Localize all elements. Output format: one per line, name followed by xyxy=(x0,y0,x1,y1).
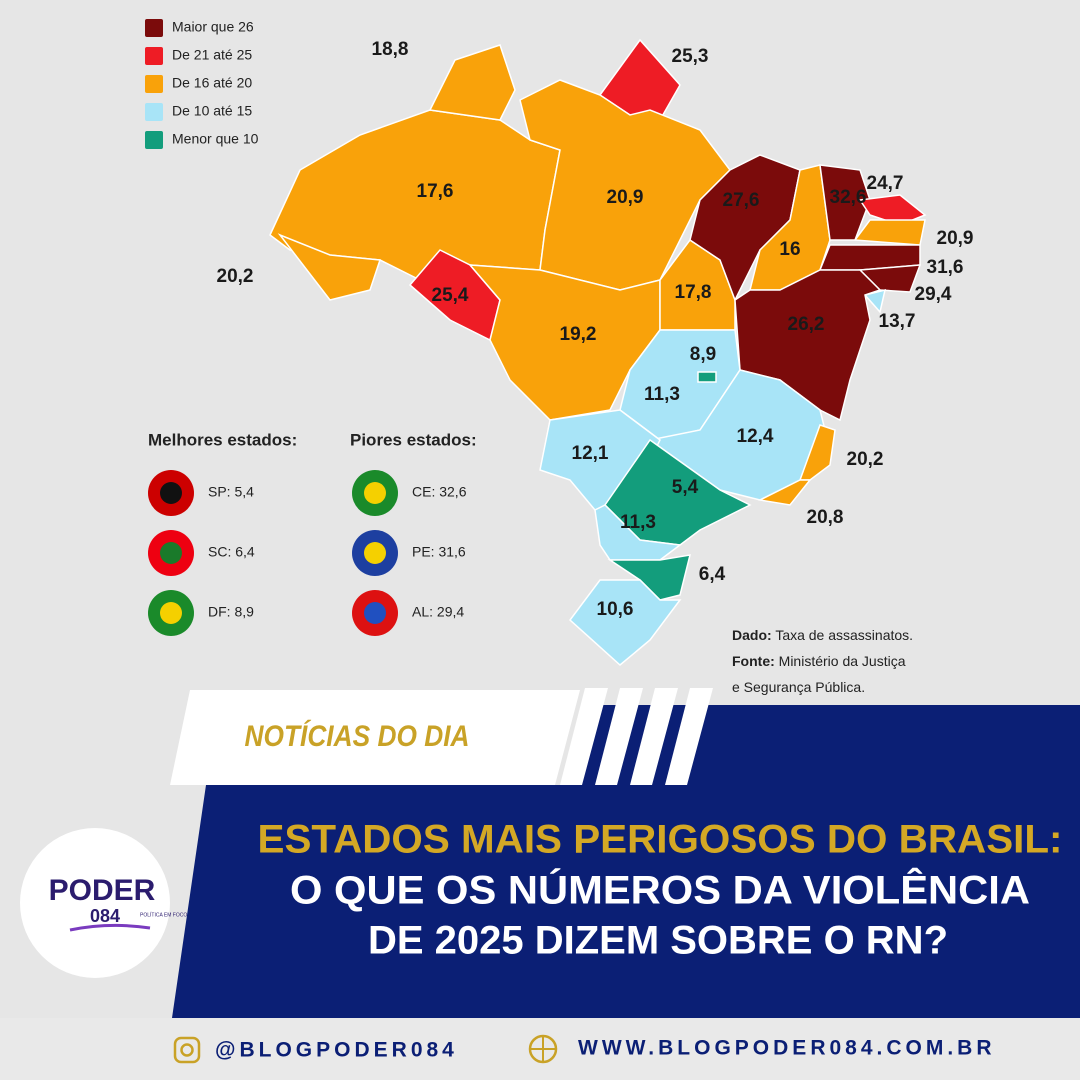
state-value: 13,7 xyxy=(879,311,916,332)
source-text: Taxa de assassinatos. xyxy=(775,627,913,643)
state-value: 12,1 xyxy=(572,443,609,464)
state-value: 16 xyxy=(779,239,800,260)
state-value: 5,4 xyxy=(672,477,699,498)
instagram-handle[interactable]: @BLOGPODER084 xyxy=(215,1039,458,1062)
flag xyxy=(364,602,386,624)
worst-title: Piores estados: xyxy=(350,430,477,449)
logo-tagline: POLÍTICA EM FOCO xyxy=(140,911,187,918)
legend-label: De 16 até 20 xyxy=(172,75,252,91)
logo-swoosh xyxy=(69,923,151,932)
state-value: 20,2 xyxy=(217,266,254,287)
state-value: 29,4 xyxy=(915,284,952,305)
source-line: Dado: Taxa de assassinatos. xyxy=(732,627,913,643)
source-line: e Segurança Pública. xyxy=(732,679,865,695)
best-item: DF: 8,9 xyxy=(208,604,254,620)
instagram-icon xyxy=(180,1043,194,1057)
state xyxy=(594,504,682,561)
stripe xyxy=(560,688,608,785)
source-text: e Segurança Pública. xyxy=(732,679,865,695)
state xyxy=(863,288,887,314)
state-value: 32,6 xyxy=(830,187,867,208)
state-value: 17,6 xyxy=(417,181,454,202)
stripe xyxy=(630,688,678,785)
worst-item: PE: 31,6 xyxy=(412,544,466,560)
brazil-map xyxy=(269,38,927,666)
flag xyxy=(160,542,182,564)
flag xyxy=(364,542,386,564)
globe-icon xyxy=(530,1036,556,1062)
state-value: 11,3 xyxy=(620,512,656,533)
stripe xyxy=(665,688,713,785)
state xyxy=(798,424,836,481)
flag xyxy=(160,482,182,504)
state-value: 26,2 xyxy=(788,314,825,335)
state-value: 17,8 xyxy=(675,282,712,303)
flag xyxy=(364,482,386,504)
state-value: 24,7 xyxy=(867,173,904,194)
logo-circle xyxy=(20,828,170,978)
state-value: 6,4 xyxy=(699,564,726,585)
state-value: 12,4 xyxy=(737,426,774,447)
state xyxy=(757,479,812,506)
logo-name: PODER xyxy=(49,874,156,907)
state-value: 18,8 xyxy=(372,39,409,60)
overlay: Maior que 26 De 21 até 25 De 16 até 20 De 1… xyxy=(145,19,973,695)
headline: DE 2025 DIZEM SOBRE O RN? xyxy=(368,919,948,963)
instagram-icon xyxy=(173,1036,201,1064)
headline: ESTADOS MAIS PERIGOSOS DO BRASIL: xyxy=(258,818,1063,862)
state xyxy=(277,233,382,301)
legend-swatch xyxy=(145,19,163,37)
state-value: 20,9 xyxy=(937,228,974,249)
state-value: 19,2 xyxy=(560,324,597,345)
legend-label: De 10 até 15 xyxy=(172,103,252,119)
state-value: 20,8 xyxy=(807,507,844,528)
best-item: SP: 5,4 xyxy=(208,484,254,500)
state xyxy=(568,579,682,666)
best-item: SC: 6,4 xyxy=(208,544,255,560)
state xyxy=(697,371,717,383)
legend-label: Maior que 26 xyxy=(172,19,254,35)
legend-label: Menor que 10 xyxy=(172,131,259,147)
source-text: Ministério da Justiça xyxy=(779,653,906,669)
legend-label: De 21 até 25 xyxy=(172,47,252,63)
state-value: 25,3 xyxy=(672,46,709,67)
best-title: Melhores estados: xyxy=(148,430,297,449)
state xyxy=(853,219,926,246)
source-key: Dado: xyxy=(732,627,772,643)
headline-box xyxy=(172,705,1080,1018)
flag xyxy=(160,602,182,624)
stripe xyxy=(595,688,643,785)
tag-box xyxy=(170,690,580,785)
source-key: Fonte: xyxy=(732,653,775,669)
worst-item: CE: 32,6 xyxy=(412,484,467,500)
state-value: 20,9 xyxy=(607,187,644,208)
legend-swatch xyxy=(145,103,163,121)
legend-swatch xyxy=(145,131,163,149)
legend-swatch xyxy=(145,75,163,93)
state-value: 27,6 xyxy=(723,190,760,211)
legend-swatch xyxy=(145,47,163,65)
state-value: 31,6 xyxy=(927,257,964,278)
tag: NOTÍCIAS DO DIA xyxy=(245,719,470,753)
state xyxy=(819,164,871,241)
state-value: 8,9 xyxy=(690,344,716,365)
website[interactable]: WWW.BLOGPODER084.COM.BR xyxy=(578,1037,996,1060)
headline: O QUE OS NÚMEROS DA VIOLÊNCIA xyxy=(290,867,1030,913)
source-line: Fonte: Ministério da Justiça xyxy=(732,653,906,669)
worst-item: AL: 29,4 xyxy=(412,604,464,620)
state-value: 20,2 xyxy=(847,449,884,470)
state-value: 25,4 xyxy=(432,285,469,306)
state-value: 10,6 xyxy=(597,599,634,620)
logo-number: 084 xyxy=(90,906,120,926)
state xyxy=(428,44,516,121)
state-value: 11,3 xyxy=(644,384,680,405)
